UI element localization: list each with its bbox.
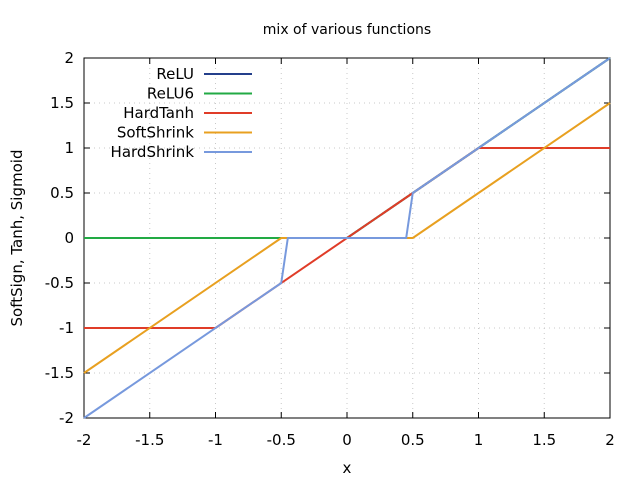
legend-label-hardshrink: HardShrink xyxy=(111,143,195,161)
axis-ticks xyxy=(83,57,611,419)
x-tick-label: -1 xyxy=(208,431,223,449)
y-tick-label: 0 xyxy=(64,229,74,247)
x-tick-label: 0 xyxy=(342,431,352,449)
legend-label-relu6: ReLU6 xyxy=(147,85,194,103)
x-axis-tick-labels: -2 -1.5 -1 -0.5 0 0.5 1 1.5 2 xyxy=(77,431,615,449)
x-tick-label: 1 xyxy=(474,431,484,449)
y-tick-label: -1 xyxy=(59,319,74,337)
x-tick-label: -1.5 xyxy=(135,431,164,449)
series-line-hardshrink xyxy=(83,57,611,419)
series-lines xyxy=(83,57,611,419)
y-tick-label: 1.5 xyxy=(50,94,74,112)
y-tick-label: -1.5 xyxy=(45,364,74,382)
legend-label-softshrink: SoftShrink xyxy=(117,124,194,142)
y-tick-label: 0.5 xyxy=(50,184,74,202)
y-axis-tick-labels: -2 -1.5 -1 -0.5 0 0.5 1 1.5 2 xyxy=(45,49,74,427)
y-tick-label: -2 xyxy=(59,409,74,427)
x-tick-label: 1.5 xyxy=(532,431,556,449)
chart-title: mix of various functions xyxy=(263,22,431,38)
legend-label-relu: ReLU xyxy=(156,65,194,83)
x-tick-label: -2 xyxy=(77,431,92,449)
x-tick-label: 2 xyxy=(605,431,615,449)
y-tick-label: 2 xyxy=(64,49,74,67)
x-axis-title: x xyxy=(343,459,352,477)
x-tick-label: -0.5 xyxy=(267,431,296,449)
y-tick-label: -0.5 xyxy=(45,274,74,292)
y-axis-title: SoftSign, Tanh, Sigmoid xyxy=(8,150,26,327)
y-tick-label: 1 xyxy=(64,139,74,157)
x-tick-label: 0.5 xyxy=(401,431,425,449)
legend-label-hardtanh: HardTanh xyxy=(123,104,194,122)
